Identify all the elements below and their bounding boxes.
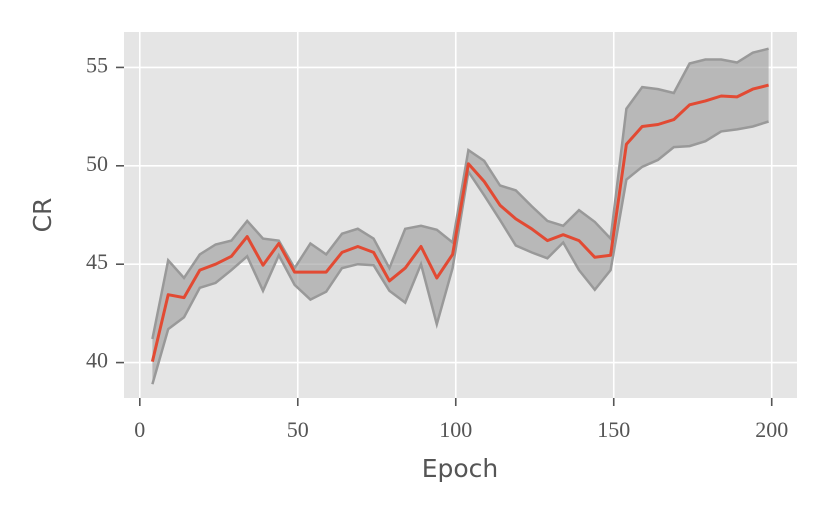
y-axis-label: CR (28, 198, 57, 233)
y-tick-label: 40 (86, 348, 108, 373)
line (150, 83, 769, 362)
x-axis-label: Epoch (422, 454, 499, 483)
x-tick-label: 150 (597, 417, 630, 442)
x-tick-label: 100 (439, 417, 472, 442)
band-lower (151, 120, 769, 385)
y-tick-label: 55 (86, 52, 108, 77)
y-tick-label: 45 (86, 249, 108, 274)
x-tick-label: 0 (134, 417, 145, 442)
x-tick-label: 50 (287, 417, 309, 442)
y-tick-label: 50 (86, 151, 108, 176)
x-tick-label: 200 (755, 417, 788, 442)
band-upper (151, 47, 769, 340)
